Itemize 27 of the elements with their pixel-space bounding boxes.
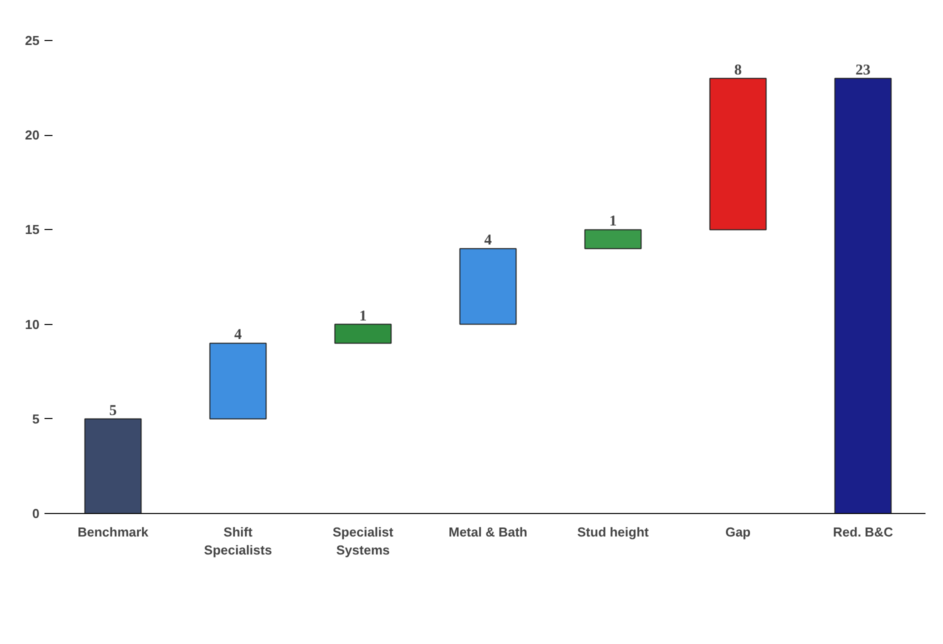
y-tick-label: 15 — [25, 222, 40, 238]
x-tick-label: Stud height — [577, 524, 650, 540]
y-tick-label: 10 — [25, 316, 40, 332]
bar — [84, 418, 142, 514]
bar — [209, 342, 267, 420]
y-tick-label: 0 — [32, 506, 40, 521]
x-tick-label: Red. B&C — [833, 524, 894, 540]
x-tick-label: Benchmark — [78, 524, 150, 540]
data-label: 23 — [856, 62, 870, 78]
y-tick-label: 20 — [25, 128, 40, 143]
data-label: 4 — [484, 232, 492, 249]
bar — [459, 248, 517, 325]
x-tick-label: Gap — [725, 524, 751, 540]
data-label: 8 — [734, 62, 742, 78]
bar — [709, 78, 767, 230]
bar — [334, 324, 392, 344]
data-label: 5 — [109, 402, 117, 419]
data-label: 1 — [609, 214, 617, 230]
y-tick-label: 5 — [32, 411, 40, 426]
data-label: 4 — [234, 327, 242, 344]
bar — [834, 78, 892, 514]
y-tick-label: 25 — [25, 33, 40, 48]
data-label: 1 — [359, 308, 367, 324]
x-tick-label: Shift Specialists — [204, 524, 272, 558]
x-tick-label: Specialist Systems — [332, 524, 394, 558]
bar — [584, 229, 642, 250]
x-tick-label: Metal & Bath — [448, 524, 528, 540]
